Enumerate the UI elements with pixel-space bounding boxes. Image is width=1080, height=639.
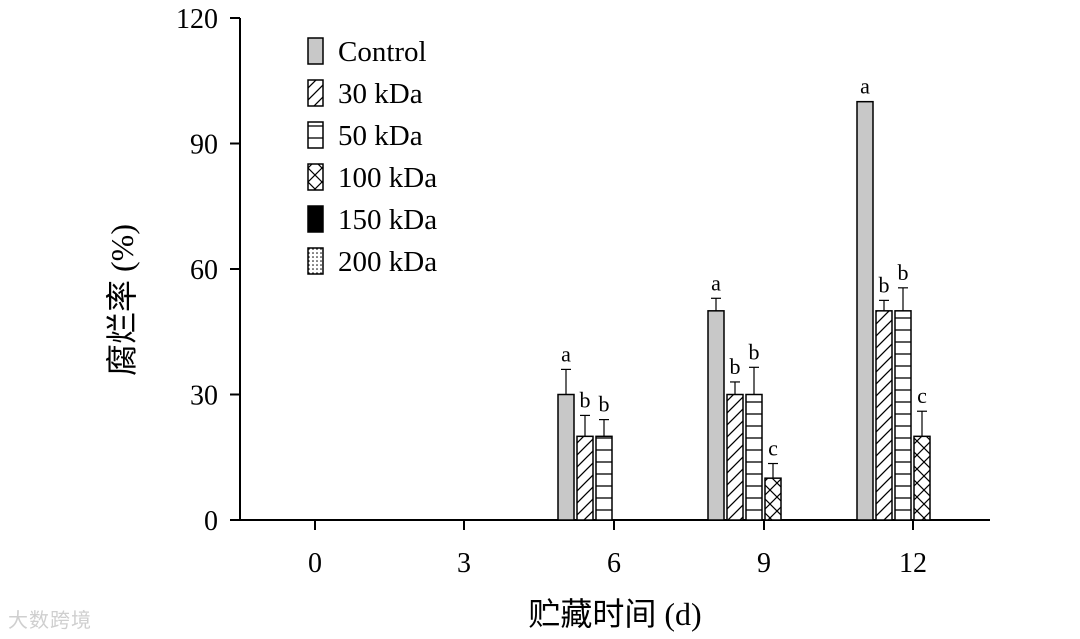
y-tick-label: 60 [190, 255, 218, 286]
chart-legend: Control 30 kDa 50 kDa 100 kDa 150 kDa 200 kDa [307, 36, 437, 278]
significance-label: a [860, 74, 870, 99]
x-tick-label: 12 [899, 548, 927, 579]
significance-label: b [599, 392, 610, 417]
bar [745, 393, 763, 521]
legend-label: Control [338, 36, 427, 68]
legend-label: 200 kDa [338, 246, 437, 278]
x-tick-label: 3 [457, 548, 471, 579]
bar [707, 310, 725, 521]
y-tick-label: 30 [190, 381, 218, 412]
legend-swatch [307, 205, 324, 233]
x-tick-label: 0 [308, 548, 322, 579]
legend-swatch [307, 163, 324, 191]
legend-swatch [307, 79, 324, 107]
legend-label: 50 kDa [338, 120, 423, 152]
significance-label: b [898, 260, 909, 285]
legend-label: 150 kDa [338, 204, 437, 236]
legend-label: 30 kDa [338, 78, 423, 110]
x-axis-title: 贮藏时间 (d) [528, 596, 701, 632]
bar [856, 100, 874, 521]
chart-axes: 0 30 60 90 120 0 3 6 9 12 [176, 4, 990, 579]
y-tick-label: 0 [204, 506, 218, 537]
significance-label: c [917, 383, 927, 408]
watermark-text: 大数跨境 [8, 608, 92, 632]
legend-swatch [307, 121, 324, 149]
bar [894, 310, 912, 521]
significance-label: b [730, 354, 741, 379]
significance-label: b [879, 272, 890, 297]
bar [557, 393, 575, 521]
legend-label: 100 kDa [338, 162, 437, 194]
bar [764, 477, 782, 521]
bar [913, 435, 931, 521]
x-tick-label: 6 [607, 548, 621, 579]
significance-label: a [561, 341, 571, 366]
y-axis-title: 腐烂率 (%) [104, 224, 140, 376]
bar [576, 435, 594, 521]
legend-swatch [307, 37, 324, 65]
significance-label: b [749, 339, 760, 364]
significance-label: a [711, 270, 721, 295]
y-tick-label: 90 [190, 130, 218, 161]
x-tick-label: 9 [757, 548, 771, 579]
significance-label: c [768, 436, 778, 461]
bar [726, 393, 744, 521]
y-tick-label: 120 [176, 4, 218, 35]
significance-label: b [580, 387, 591, 412]
bar [875, 310, 893, 521]
legend-swatch [307, 247, 324, 275]
bar [595, 435, 613, 521]
